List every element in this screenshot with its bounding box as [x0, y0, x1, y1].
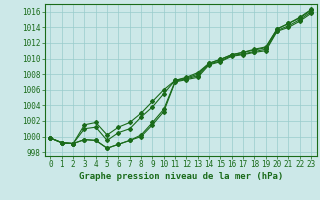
X-axis label: Graphe pression niveau de la mer (hPa): Graphe pression niveau de la mer (hPa)	[79, 172, 283, 181]
